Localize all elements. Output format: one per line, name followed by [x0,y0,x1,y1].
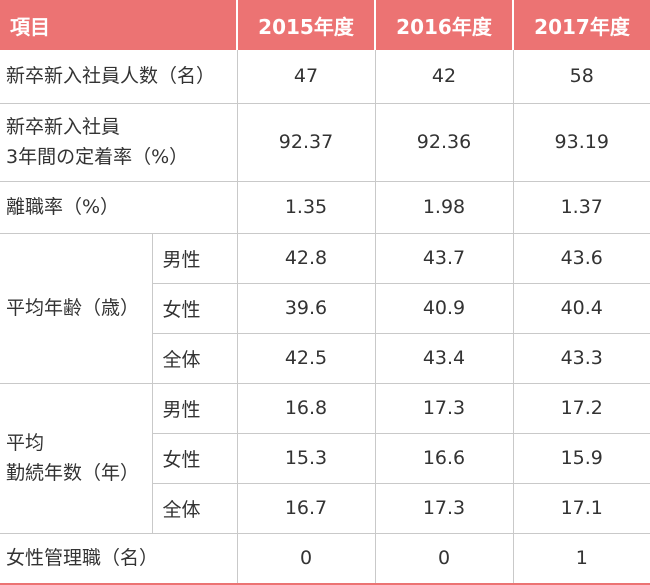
value-cell: 0 [374,532,514,585]
header-cell: 2017年度 [512,0,650,50]
value-cell: 17.2 [512,382,650,434]
label-line: 平均年齢（歳） [6,297,140,319]
sub-label: 全体 [152,332,238,384]
label-line: 勤続年数（年） [6,462,140,484]
sub-label: 全体 [152,482,238,534]
table-row: 全体 16.7 17.3 17.1 [0,482,650,534]
value-cell: 1 [512,532,650,585]
table-row: 全体 42.5 43.4 43.3 [0,332,650,384]
value-cell: 1.35 [236,180,376,234]
label-line: 離職率（%） [6,196,120,218]
label-line: 3年間の定着率（%） [6,146,189,168]
value-cell: 15.9 [512,432,650,484]
value-cell: 16.7 [236,482,376,534]
label-line: 女性管理職（名） [6,547,159,570]
table-row: 平均年齢（歳） 男性 42.8 43.7 43.6 [0,232,650,384]
table-row: 女性管理職（名） 0 0 1 [0,532,650,585]
value-cell: 1.98 [374,180,514,234]
label-line: 新卒新入社員 [6,116,121,138]
value-cell: 0 [236,532,376,585]
value-cell: 17.1 [512,482,650,534]
table-row: 離職率（%） 1.35 1.98 1.37 [0,180,650,234]
row-label: 新卒新入社員 3年間の定着率（%） [0,102,238,182]
sub-label: 男性 [151,232,238,284]
value-cell: 42.8 [236,232,376,284]
value-cell: 39.6 [236,282,376,334]
value-cell: 40.9 [374,282,514,334]
row-label: 平均勤続年数（年） [0,382,153,534]
value-cell: 47 [236,50,376,104]
table-row: 新卒新入社員 3年間の定着率（%） 92.37 92.36 93.19 [0,102,650,182]
sub-label: 女性 [152,432,238,484]
value-cell: 93.19 [512,102,650,182]
value-cell: 40.4 [512,282,650,334]
row-label: 平均年齢（歳） [0,232,153,384]
sub-label: 女性 [152,282,238,334]
header-cell: 2015年度 [236,0,375,50]
header-row: 項目 2015年度 2016年度 2017年度 [0,0,650,50]
row-label: 離職率（%） [0,180,238,234]
label-line: 平均 [6,432,45,454]
value-cell: 1.37 [512,180,650,234]
header-cell: 2016年度 [374,0,513,50]
value-cell: 43.3 [512,332,650,384]
value-cell: 43.7 [374,232,514,284]
value-cell: 92.37 [236,102,376,182]
value-cell: 42.5 [236,332,376,384]
table-row: 平均 勤続年数（年） 男性 16.8 17.3 17.2 [0,382,650,534]
value-cell: 15.3 [236,432,376,484]
label-line: 新卒新入社員人数（名） [6,65,216,88]
row-label: 女性管理職（名） [0,532,238,585]
sub-label: 男性 [151,382,238,434]
value-cell: 43.4 [374,332,514,384]
value-cell: 16.6 [374,432,514,484]
value-cell: 17.3 [374,482,514,534]
value-cell: 92.36 [374,102,514,182]
value-cell: 16.8 [236,382,376,434]
table-row: 新卒新入社員人数（名） 47 42 58 [0,50,650,104]
value-cell: 43.6 [512,232,650,284]
row-label: 新卒新入社員人数（名） [0,50,238,104]
value-cell: 17.3 [374,382,514,434]
value-cell: 58 [512,50,650,104]
table-row: 女性 15.3 16.6 15.9 [0,432,650,484]
value-cell: 42 [374,50,514,104]
header-cell: 項目 [0,0,237,50]
